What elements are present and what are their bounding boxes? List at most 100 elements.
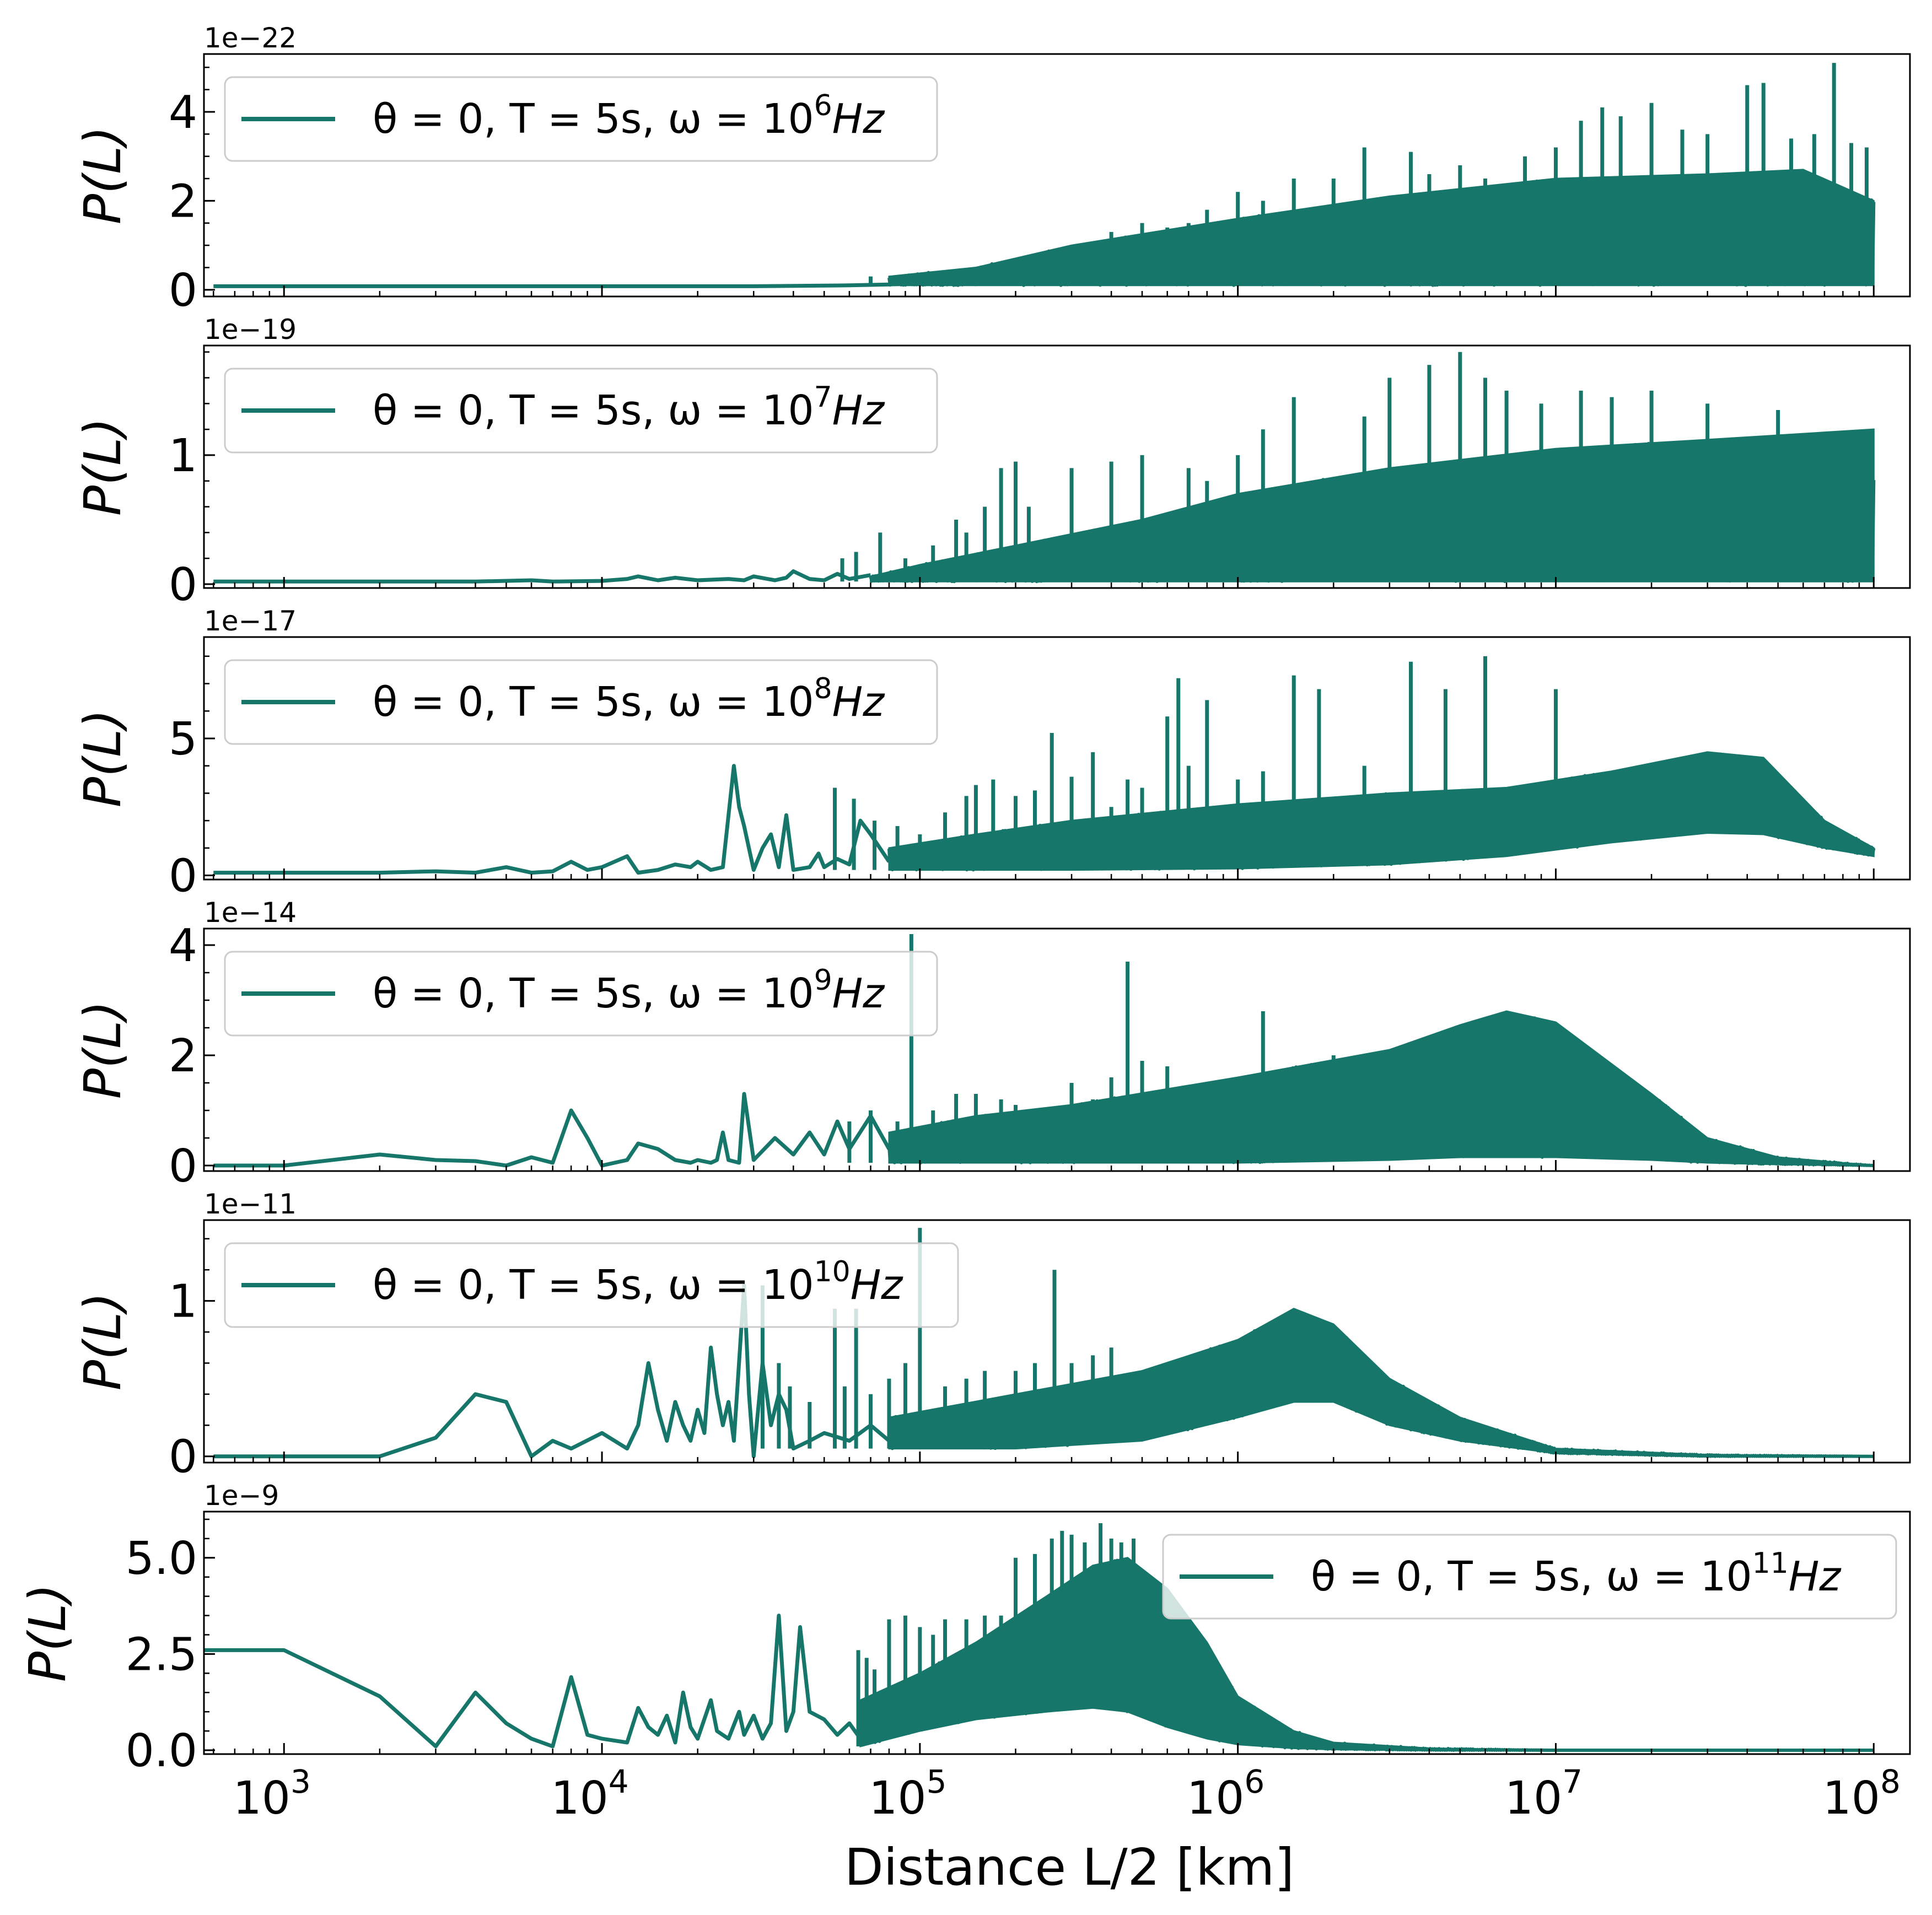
legend-3: θ = 0, T = 5s, ω = 108Hz	[224, 659, 938, 745]
offset-text-1: 1e−22	[204, 22, 297, 54]
series-oscillation-4	[887, 1014, 1875, 1167]
legend-label-unit: Hz	[832, 678, 886, 726]
x-tick-label-2: 104	[551, 1763, 628, 1825]
legend-label-unit: Hz	[832, 970, 886, 1017]
plot-area-3	[213, 656, 1876, 875]
y-axis-label-5: P(L)	[73, 1292, 132, 1391]
legend-box-1	[224, 76, 938, 162]
series-oscillation-6	[858, 1558, 1875, 1752]
y-tick-label-4-1: 0	[169, 1140, 197, 1193]
y-tick-label-1-2: 2	[169, 175, 197, 228]
x-tick-base: 10	[1505, 1772, 1562, 1825]
plot-area-5	[213, 1228, 1875, 1459]
legend-label-2: θ = 0, T = 5s, ω = 107Hz	[373, 381, 885, 434]
legend-label-main: θ = 0, T = 5s, ω = 10	[373, 678, 814, 726]
y-axis-label-6: P(L)	[18, 1584, 77, 1682]
x-tick-label-6: 108	[1823, 1763, 1901, 1825]
y-tick-label-4-3: 4	[169, 920, 197, 972]
legend-label-5: θ = 0, T = 5s, ω = 1010Hz	[373, 1255, 903, 1309]
x-tick-exp: 7	[1562, 1763, 1583, 1800]
x-tick-label-1: 103	[233, 1763, 311, 1825]
legend-label-1: θ = 0, T = 5s, ω = 106Hz	[373, 89, 885, 143]
legend-label-main: θ = 0, T = 5s, ω = 10	[1311, 1553, 1752, 1600]
legend-6: θ = 0, T = 5s, ω = 1011Hz	[1162, 1534, 1897, 1620]
offset-text-3: 1e−17	[204, 605, 297, 637]
x-tick-base: 10	[1823, 1772, 1880, 1825]
legend-label-4: θ = 0, T = 5s, ω = 109Hz	[373, 964, 885, 1017]
y-tick-label-6-1: 0.0	[126, 1725, 197, 1777]
series-line-2	[213, 569, 871, 584]
legend-box-4	[224, 951, 938, 1037]
legend-label-main: θ = 0, T = 5s, ω = 10	[373, 1261, 814, 1309]
x-tick-base: 10	[233, 1772, 290, 1825]
offset-text-5: 1e−11	[204, 1188, 297, 1220]
legend-label-main: θ = 0, T = 5s, ω = 10	[373, 970, 814, 1017]
plot-area-2	[213, 352, 1876, 584]
y-tick-label-6-3: 5.0	[126, 1533, 197, 1585]
y-tick-label-5-2: 1	[169, 1276, 197, 1328]
x-tick-exp: 3	[290, 1763, 311, 1800]
axes-frame-6	[203, 1511, 1911, 1755]
legend-label-unit: Hz	[832, 387, 886, 434]
legend-label-exp: 6	[814, 89, 832, 122]
plot-area-1	[213, 63, 1876, 288]
axes-frame-1	[203, 53, 1911, 298]
x-tick-exp: 6	[1244, 1763, 1264, 1800]
legend-label-main: θ = 0, T = 5s, ω = 10	[373, 95, 814, 143]
panel-4: 0 2 41e−14 P(L) θ = 0, T = 5s, ω = 109Hz	[73, 897, 1911, 1193]
axes-frame-3	[203, 636, 1911, 881]
y-axis-label-1: P(L)	[73, 126, 132, 225]
x-axis-label: Distance L/2 [km]	[844, 1838, 1294, 1897]
x-tick-label-3: 105	[869, 1763, 946, 1825]
y-tick-label-5-1: 0	[169, 1431, 197, 1484]
legend-2: θ = 0, T = 5s, ω = 107Hz	[224, 368, 938, 454]
plot-area-4	[213, 934, 1875, 1168]
series-oscillation-1	[887, 170, 1876, 287]
legend-label-unit: Hz	[832, 95, 886, 143]
panel-1: 0 2 4 1e−22 P(L) θ = 0, T = 5s, ω = 106Hz	[73, 22, 1911, 317]
x-tick-exp: 8	[1880, 1763, 1901, 1800]
x-tick-exp: 5	[927, 1763, 947, 1800]
legend-box-5	[224, 1242, 959, 1328]
axes-frame-4	[203, 927, 1911, 1172]
legend-label-exp: 11	[1752, 1547, 1789, 1580]
y-tick-label-1-3: 4	[169, 87, 197, 139]
x-tick-base: 10	[1187, 1772, 1244, 1825]
y-tick-label-2-2: 1	[169, 430, 197, 482]
legend-label-exp: 10	[814, 1255, 851, 1288]
legend-label-exp: 8	[814, 672, 832, 705]
x-tick-base: 10	[551, 1772, 608, 1825]
legend-box-6	[1162, 1534, 1897, 1620]
x-axis-label-text: Distance L/2 [km]	[844, 1838, 1294, 1897]
y-tick-label-3-2: 5	[169, 713, 197, 765]
y-axis-label-4: P(L)	[73, 1001, 132, 1099]
offset-text-4: 1e−14	[204, 897, 297, 929]
legend-label-exp: 9	[814, 964, 832, 997]
legend-box-2	[224, 368, 938, 454]
x-tick-exp: 4	[609, 1763, 629, 1800]
series-line-4	[213, 1092, 891, 1168]
series-line-6	[204, 1614, 862, 1749]
panel-6: 0.0 2.5 5.01e−9 P(L) θ = 0, T = 5s, ω = 1011…	[18, 1480, 1911, 1777]
series-line-5	[213, 1283, 891, 1459]
legend-label-6: θ = 0, T = 5s, ω = 1011Hz	[1311, 1547, 1842, 1600]
axes-frame-2	[203, 344, 1911, 589]
legend-5: θ = 0, T = 5s, ω = 1010Hz	[224, 1242, 959, 1328]
offset-text-2: 1e−19	[204, 314, 297, 346]
legend-box-3	[224, 659, 938, 745]
series-line-3	[213, 764, 891, 875]
y-tick-label-3-1: 0	[169, 850, 197, 903]
legend-4: θ = 0, T = 5s, ω = 109Hz	[224, 951, 938, 1037]
y-tick-label-2-1: 0	[169, 559, 197, 611]
panel-5: 0 1 1e−11 P(L) θ = 0, T = 5s, ω = 1010Hz	[73, 1188, 1911, 1484]
x-tick-base: 10	[869, 1772, 926, 1825]
y-tick-label-6-2: 2.5	[126, 1628, 197, 1681]
x-tick-label-5: 107	[1505, 1763, 1583, 1825]
panel-3: 0 5 1e−17 P(L) θ = 0, T = 5s, ω = 108Hz	[73, 605, 1911, 903]
axes-frame-5	[203, 1219, 1911, 1464]
legend-label-unit: Hz	[1789, 1553, 1842, 1600]
legend-label-3: θ = 0, T = 5s, ω = 108Hz	[373, 672, 885, 726]
legend-label-main: θ = 0, T = 5s, ω = 10	[373, 387, 814, 434]
y-tick-label-4-2: 2	[169, 1030, 197, 1082]
series-oscillation-2	[869, 432, 1876, 584]
